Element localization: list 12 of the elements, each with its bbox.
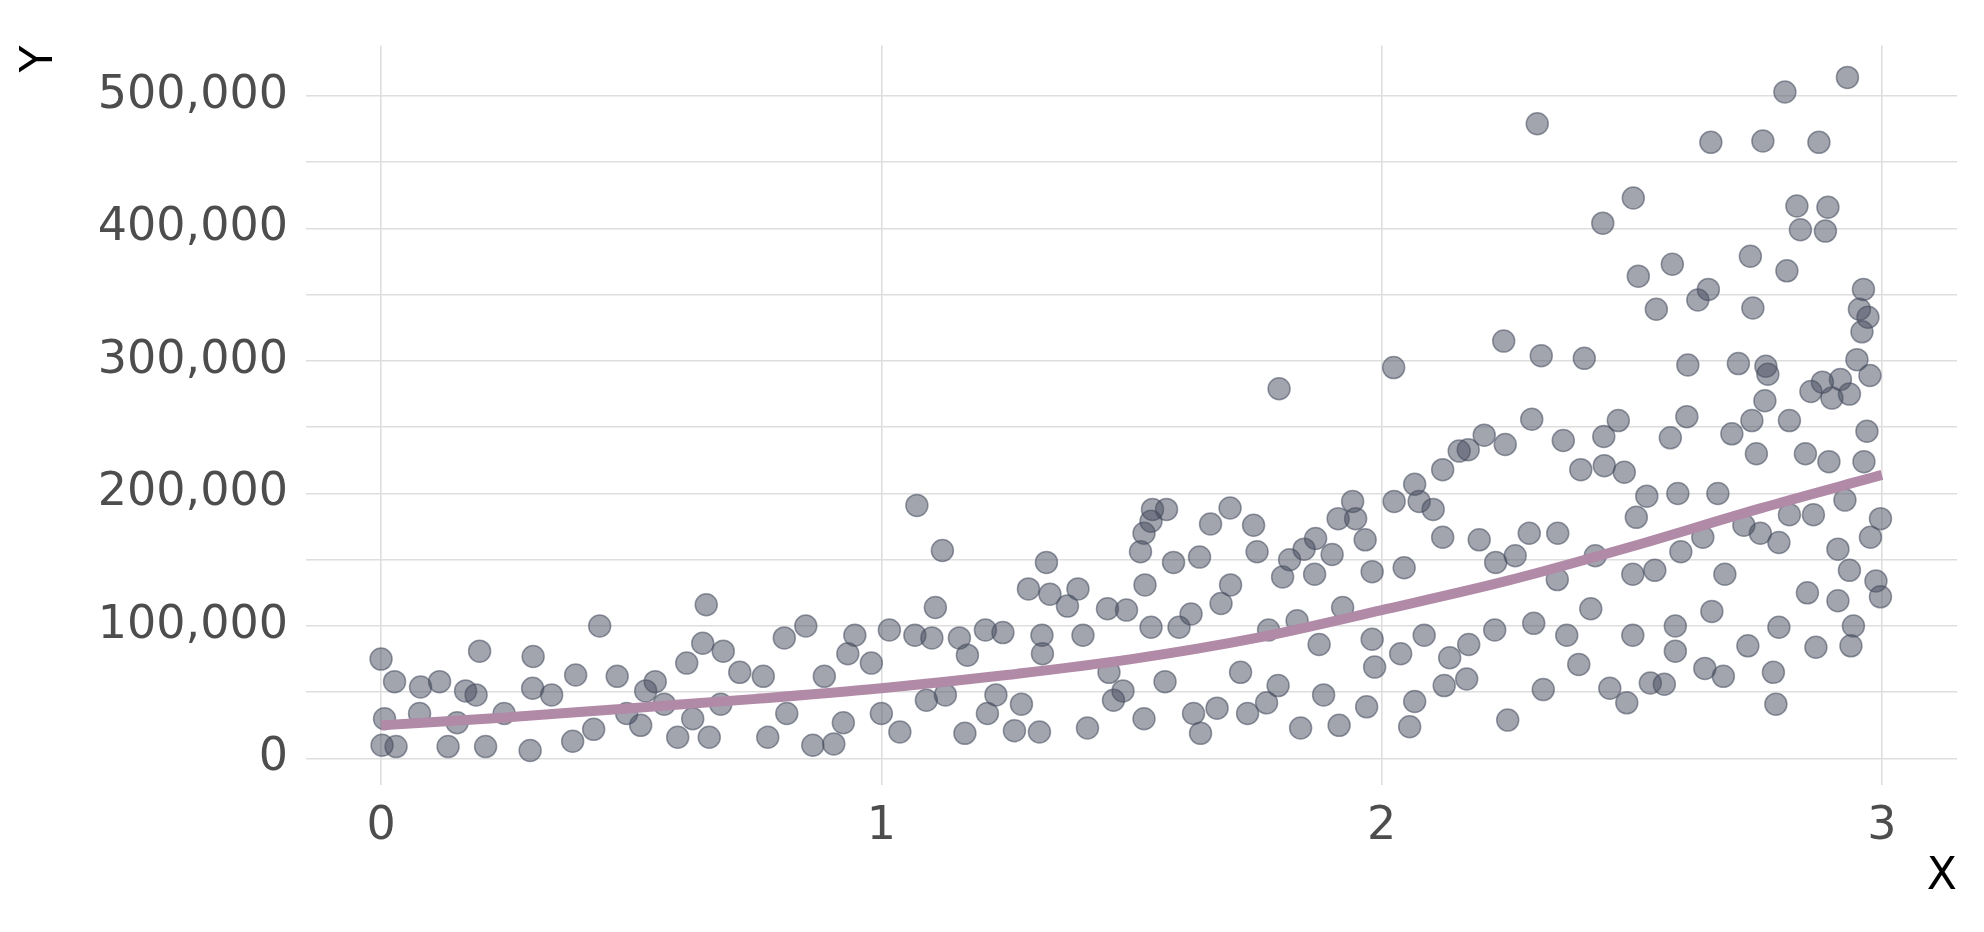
y-tick-label: 200,000: [97, 462, 288, 517]
x-tick-label: 0: [366, 795, 396, 850]
y-tick-label: 300,000: [97, 329, 288, 384]
y-tick-label: 400,000: [97, 197, 288, 252]
y-axis-title: Y: [10, 45, 62, 74]
y-tick-label: 100,000: [97, 594, 288, 649]
y-tick-label: 0: [258, 727, 288, 782]
x-tick-label: 2: [1367, 795, 1397, 850]
x-tick-label: 1: [866, 795, 896, 850]
x-axis-title: X: [1926, 848, 1957, 900]
x-tick-label: 3: [1867, 795, 1897, 850]
y-tick-label: 500,000: [97, 64, 288, 119]
